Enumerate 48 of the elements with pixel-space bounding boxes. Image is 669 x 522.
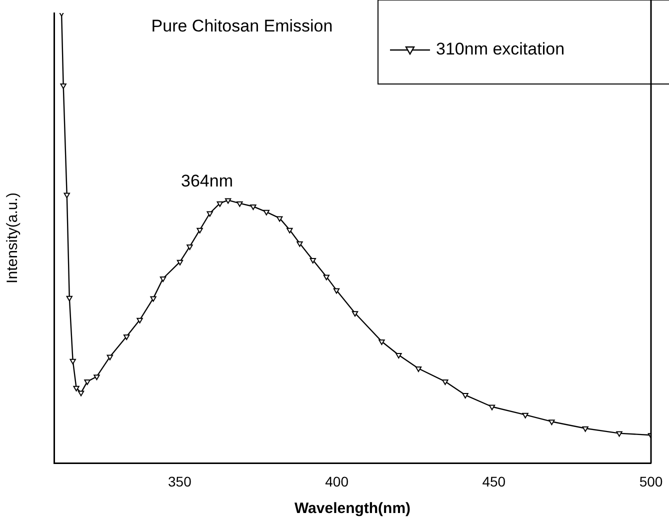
- point: [396, 353, 402, 358]
- point: [323, 274, 330, 280]
- point: [60, 83, 66, 89]
- point: [616, 431, 622, 437]
- point: [548, 420, 555, 426]
- x-tick-label: 350: [168, 473, 192, 490]
- point: [378, 340, 385, 345]
- point: [415, 366, 422, 372]
- point: [216, 201, 223, 207]
- point: [196, 228, 203, 234]
- point: [136, 318, 143, 324]
- x-tick-label: 500: [639, 473, 663, 490]
- point: [582, 426, 588, 432]
- x-axis-title: Wavelength(nm): [294, 500, 411, 518]
- point: [442, 380, 448, 386]
- point: [78, 390, 84, 396]
- point: [176, 260, 184, 266]
- x-tick-label: 400: [325, 473, 349, 490]
- point: [296, 241, 303, 247]
- point: [70, 358, 76, 364]
- point: [310, 258, 316, 264]
- x-tick-label: 450: [482, 473, 506, 490]
- point: [333, 288, 340, 294]
- point: [73, 386, 80, 392]
- point: [488, 404, 496, 410]
- point: [286, 228, 293, 234]
- point: [94, 374, 100, 380]
- point: [236, 201, 243, 207]
- chart-title: Pure Chitosan Emission: [151, 16, 333, 36]
- point: [462, 393, 468, 399]
- point: [160, 276, 166, 282]
- point: [206, 211, 213, 217]
- point: [123, 334, 130, 340]
- point: [66, 296, 72, 302]
- point: [522, 412, 528, 418]
- point: [224, 198, 232, 204]
- point: [186, 244, 193, 250]
- point: [276, 216, 283, 222]
- annotation: 364nm: [181, 172, 233, 191]
- point: [352, 311, 358, 317]
- point: [250, 204, 256, 210]
- legend-label: 310nm excitation: [436, 40, 565, 59]
- point: [106, 354, 114, 360]
- y-axis-title: Intensity(a.u.): [4, 192, 22, 284]
- point: [64, 192, 70, 198]
- point: [150, 296, 156, 302]
- point: [84, 380, 90, 386]
- point: [263, 210, 270, 216]
